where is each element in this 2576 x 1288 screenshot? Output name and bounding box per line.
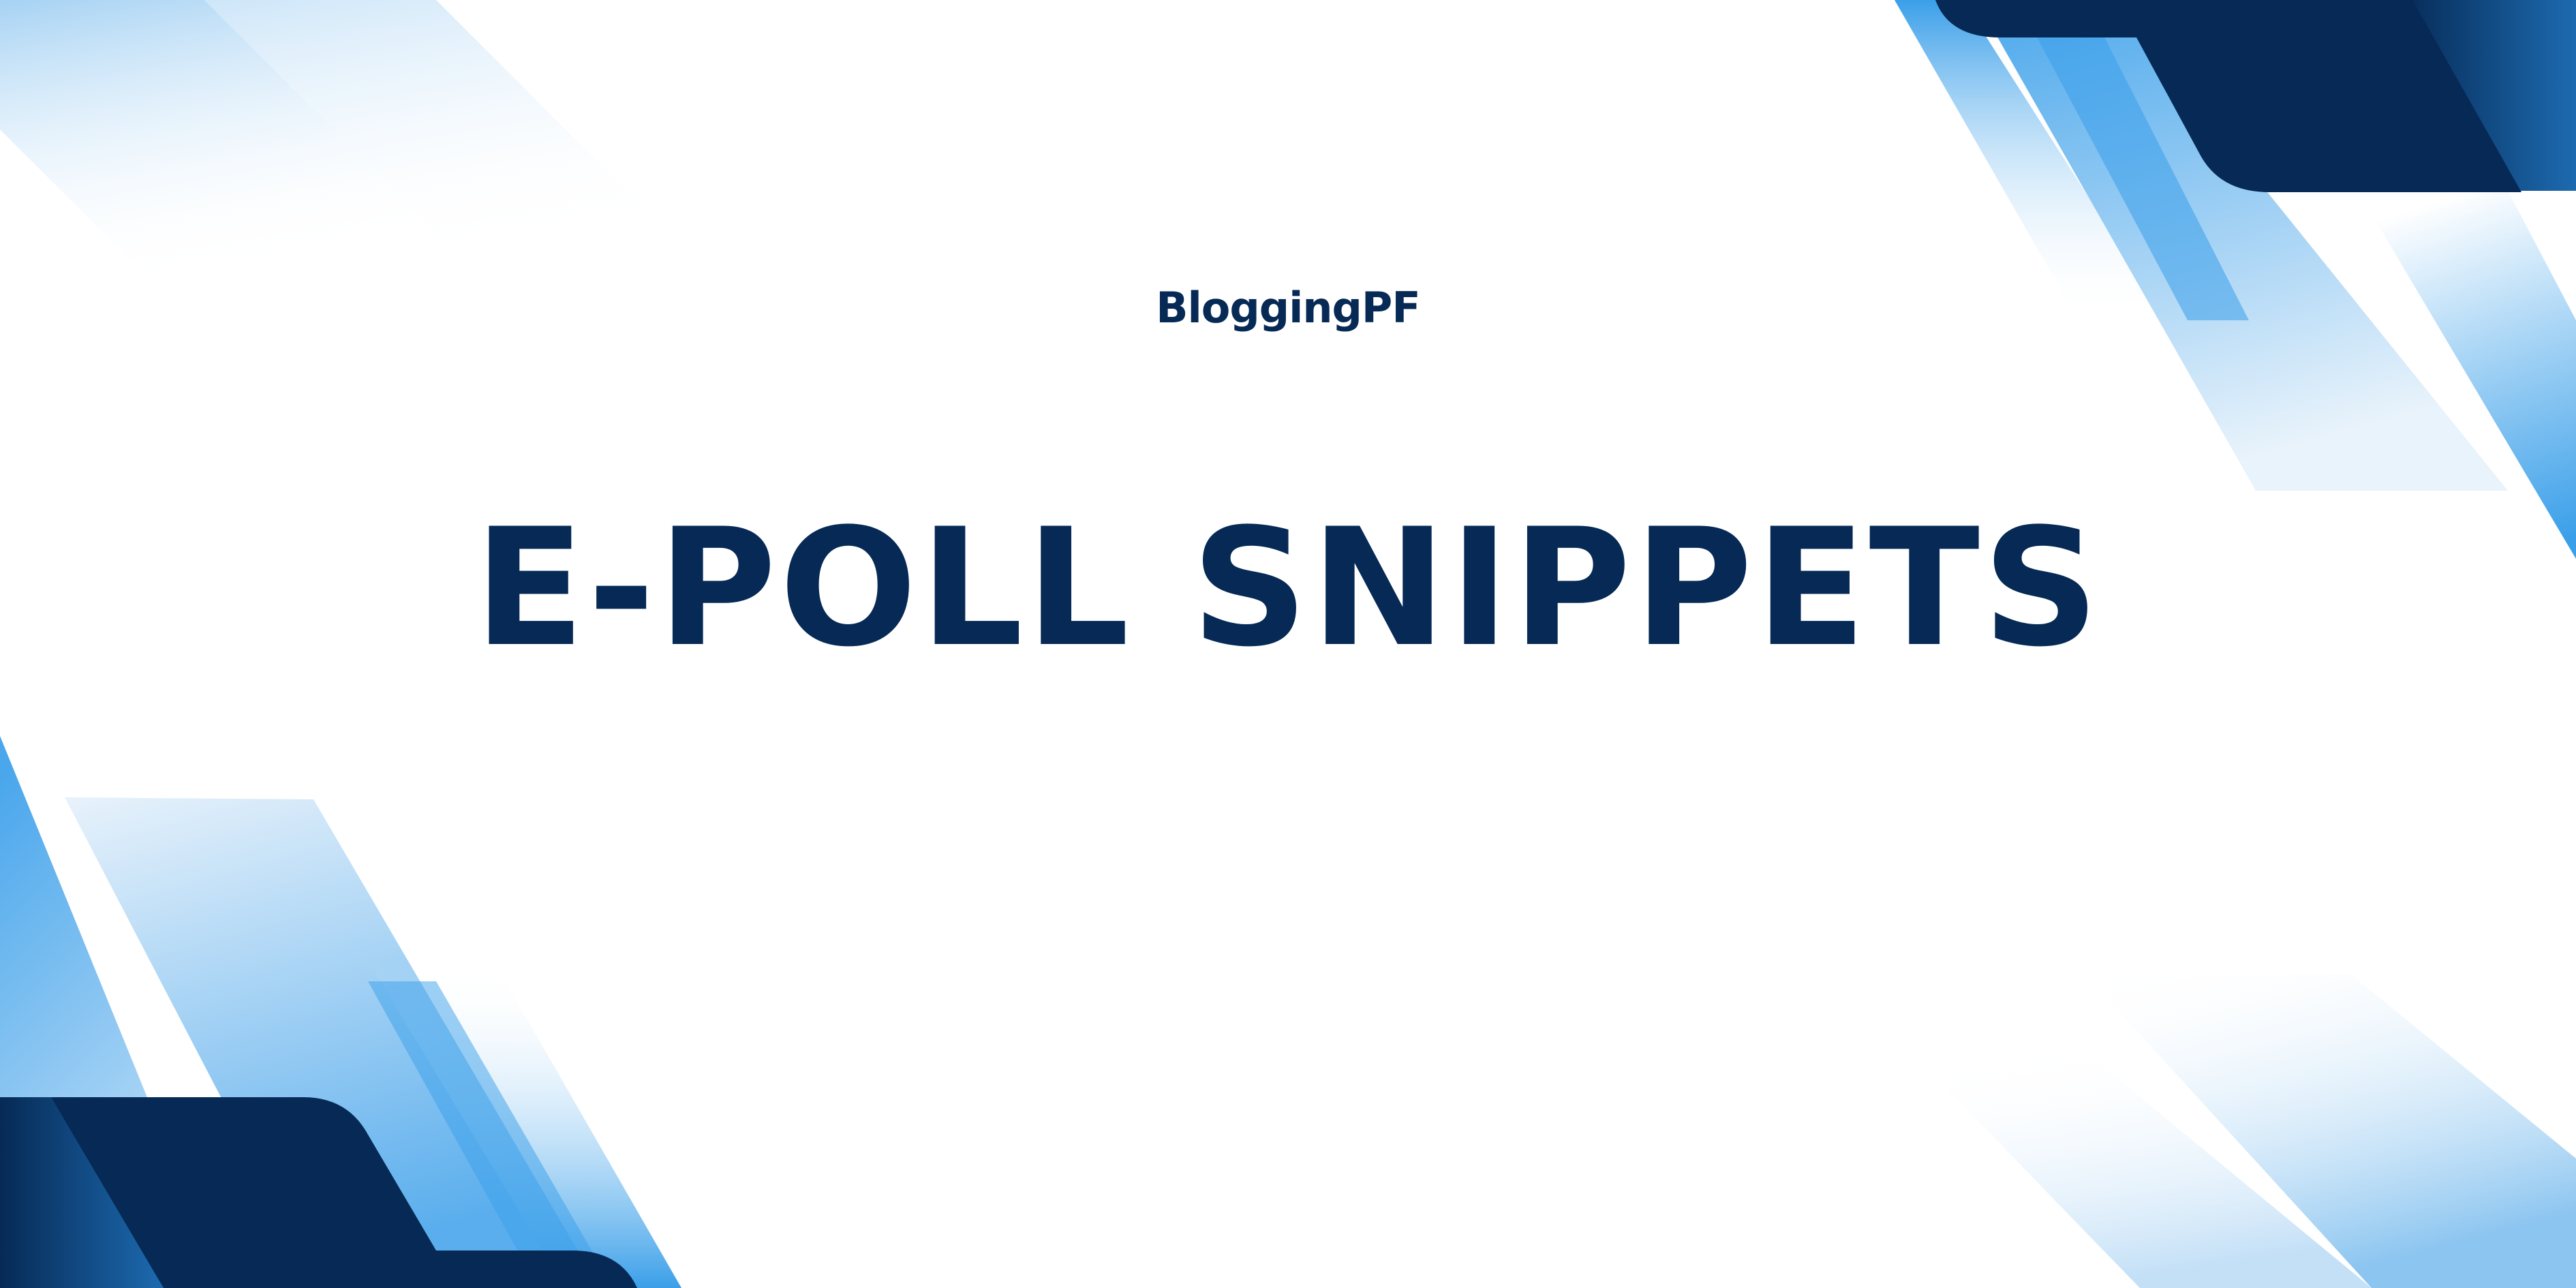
- top-right-stripe-4: [2358, 191, 2576, 559]
- bottom-left-navy-gradient: [0, 1097, 164, 1288]
- brand-name: BloggingPF: [1156, 283, 1420, 333]
- top-right-navy-gradient: [2399, 0, 2576, 191]
- top-right-stripe-3: [2017, 0, 2249, 320]
- bottom-left-stripe-2: [65, 797, 600, 1288]
- top-right-navy-block: [1935, 0, 2521, 192]
- bottom-right-band-2: [1922, 1063, 2372, 1288]
- top-right-stripe-1: [1895, 0, 2167, 320]
- page-title: E-POLL SNIPPETS: [474, 494, 2102, 683]
- top-left-band-1: [0, 0, 491, 286]
- bottom-left-stripe-4: [368, 981, 613, 1288]
- bottom-right-band-1: [2085, 975, 2576, 1288]
- bottom-left-navy-block: [51, 1097, 637, 1288]
- top-left-band-2: [204, 0, 681, 279]
